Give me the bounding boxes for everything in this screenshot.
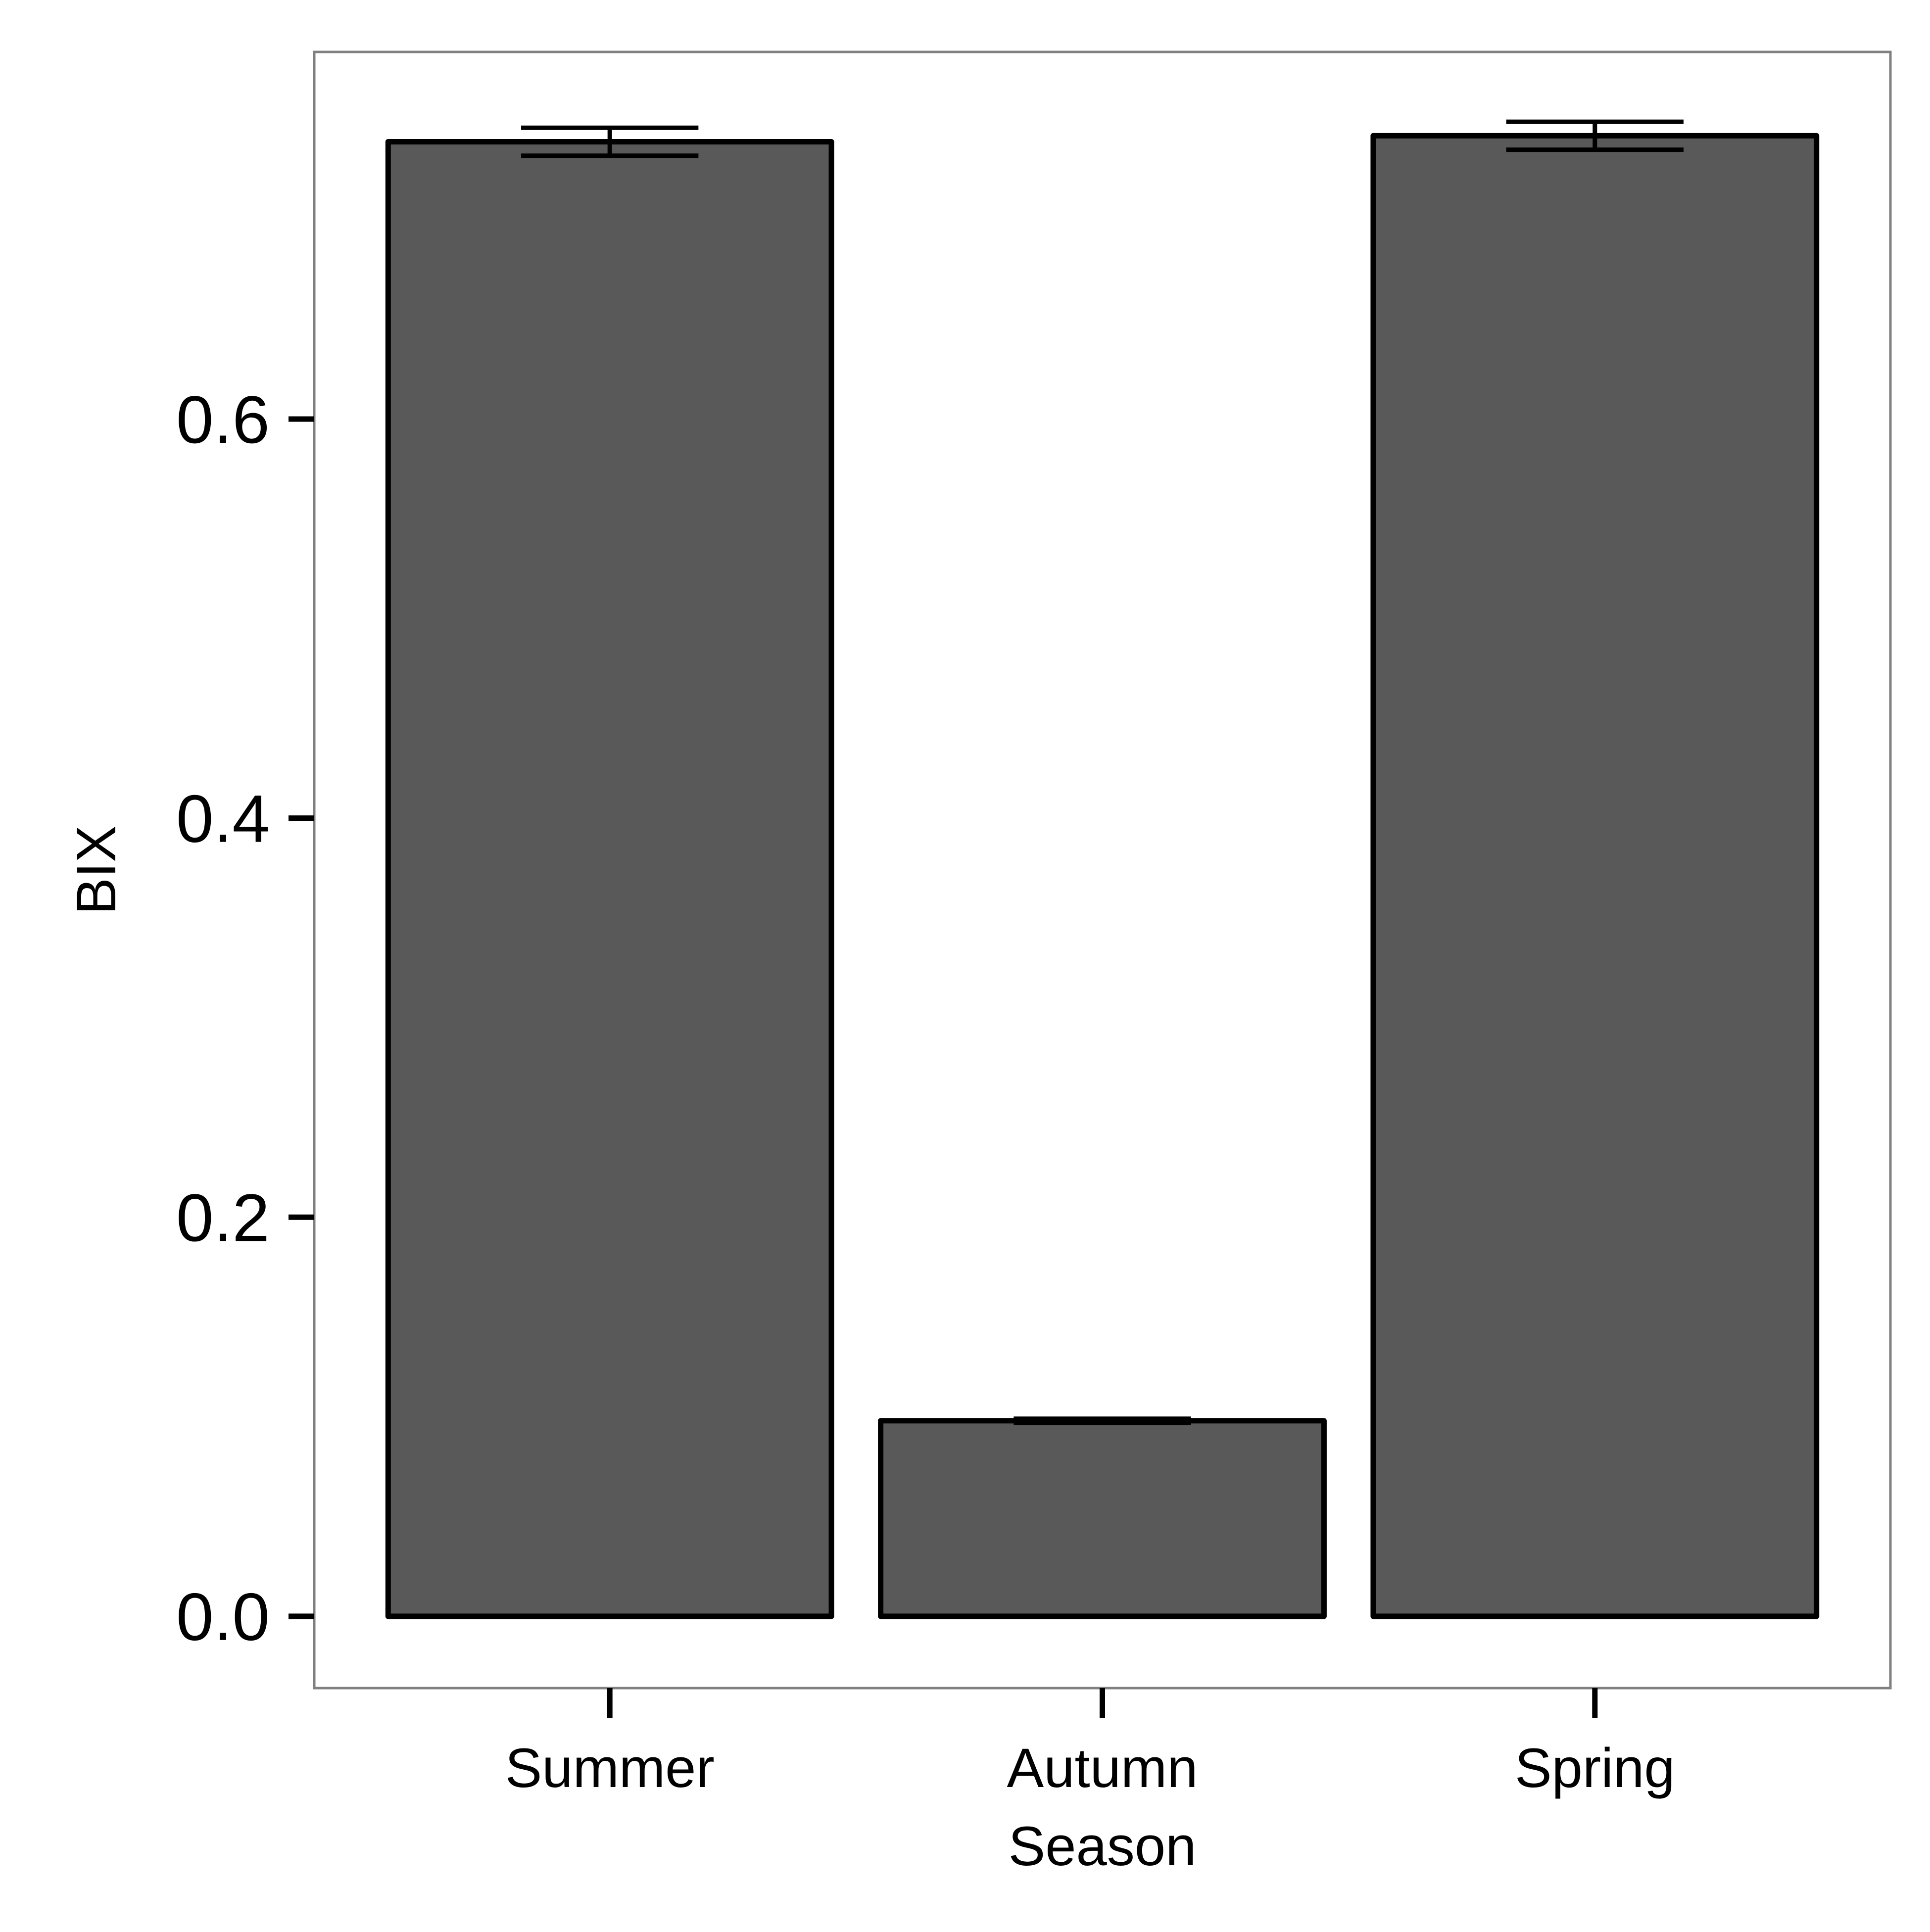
x-axis-title: Season xyxy=(1009,1815,1197,1877)
y-axis: 0.0 0.2 0.4 0.6 xyxy=(176,382,314,1654)
x-tick-label-spring: Spring xyxy=(1515,1737,1675,1799)
bar-summer xyxy=(385,139,834,1619)
y-tick-label-3: 0.6 xyxy=(176,382,270,457)
bars-layer xyxy=(385,133,1820,1619)
y-tick-label-2: 0.4 xyxy=(176,781,270,856)
x-tick-label-summer: Summer xyxy=(505,1737,715,1799)
y-tick-label-0: 0.0 xyxy=(176,1579,270,1654)
error-bar-spring xyxy=(1506,119,1684,152)
error-bar-summer xyxy=(521,125,699,158)
x-axis: Summer Autumn Spring xyxy=(505,1688,1675,1799)
y-tick-label-1: 0.2 xyxy=(176,1180,270,1255)
y-axis-title: BIX xyxy=(65,825,127,915)
bar-spring xyxy=(1370,133,1820,1619)
error-bars-layer xyxy=(521,119,1684,1425)
error-bar-autumn xyxy=(1013,1416,1191,1425)
x-tick-label-autumn: Autumn xyxy=(1007,1737,1198,1799)
bar-autumn xyxy=(878,1418,1327,1619)
